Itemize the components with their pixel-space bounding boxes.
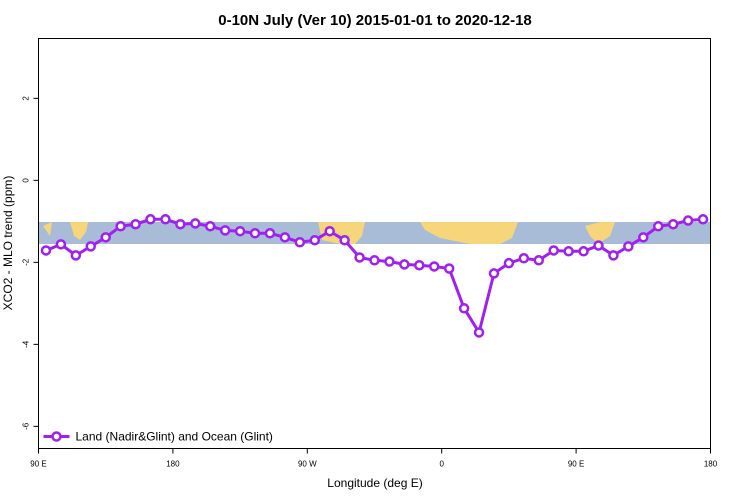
legend-label: Land (Nadir&Glint) and Ocean (Glint) [76,430,273,444]
data-point [533,255,545,266]
data-point [414,259,425,271]
y-tick-label: -6 [22,422,31,430]
y-tick-label: 0 [22,178,31,183]
y-tick-label: -4 [22,340,31,348]
data-point [354,252,365,263]
data-point [70,250,82,261]
y-tick-label: -2 [22,258,31,266]
data-point [384,256,395,267]
data-point [55,239,67,250]
data-point [85,241,97,252]
data-point [145,214,156,225]
data-point [40,245,52,256]
data-point [324,225,335,237]
x-tick-label: 0 [439,460,444,469]
data-point [697,214,709,225]
data-point [623,241,634,252]
data-point [652,221,664,232]
data-point [473,327,485,338]
data-point [488,268,500,279]
data-point [563,246,574,257]
data-point [219,225,231,236]
data-point [443,263,455,274]
data-point [608,250,619,261]
data-point [309,234,321,246]
data-point [593,240,604,251]
y-axis-label: XCO2 - MLO trend (ppm) [1,176,15,311]
data-point [264,228,276,239]
data-point [638,232,649,243]
data-point [130,218,141,230]
plot-frame [38,38,711,449]
data-point [175,218,186,230]
x-tick-label: 180 [704,460,718,469]
chart-title: 0-10N July (Ver 10) 2015-01-01 to 2020-1… [218,12,532,29]
data-point [190,218,201,229]
x-tick-label: 90 W [298,460,317,469]
legend-marker [51,431,62,442]
data-point [160,214,171,225]
data-point [428,261,440,272]
data-point [667,218,679,230]
data-point [279,232,291,243]
data-point [458,303,470,314]
data-point [503,257,515,269]
data-point [369,255,380,266]
data-point [548,245,559,256]
data-point [294,237,306,248]
data-point [100,232,111,243]
y-tick-label: 2 [22,96,31,101]
data-point [249,228,261,239]
data-point [234,225,246,237]
x-tick-label: 90 E [30,460,46,469]
data-point [115,221,126,232]
data-point [204,221,216,232]
data-point [339,234,350,246]
x-tick-label: 180 [166,460,180,469]
data-point [518,253,530,264]
data-point [682,215,694,226]
x-axis-label: Longitude (deg E) [327,476,422,490]
x-tick-label: 90 E [568,460,584,469]
data-point [578,246,589,257]
data-point [399,259,410,270]
